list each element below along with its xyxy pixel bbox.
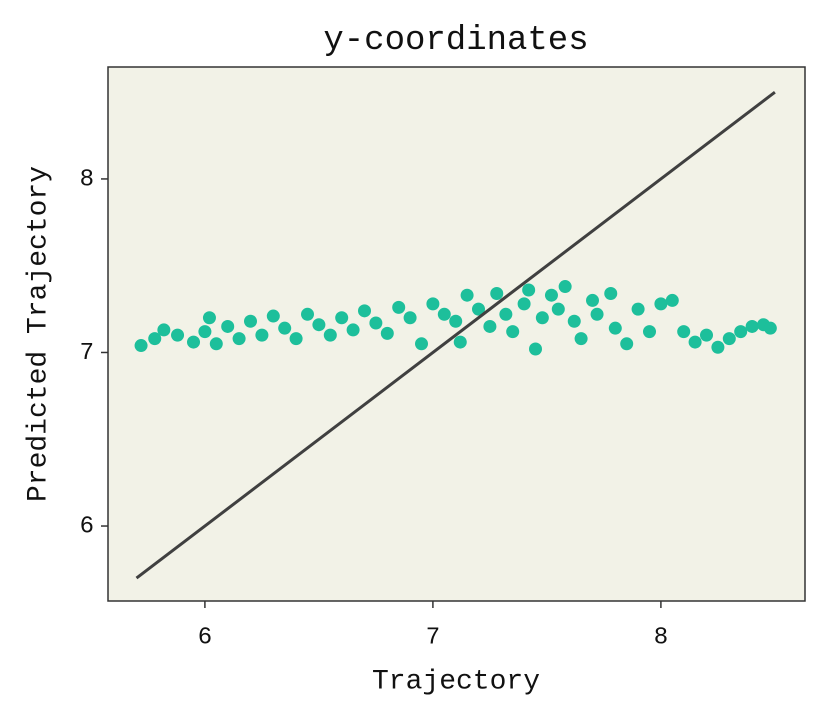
point xyxy=(590,307,604,321)
point xyxy=(460,288,474,302)
point xyxy=(604,286,618,300)
point xyxy=(426,297,440,311)
point xyxy=(221,319,235,333)
point xyxy=(551,302,565,316)
point xyxy=(472,302,486,316)
x-tick-label: 6 xyxy=(198,624,212,651)
point xyxy=(722,332,736,346)
point xyxy=(567,314,581,328)
point xyxy=(506,325,520,339)
y-axis-label: Predicted Trajectory xyxy=(23,166,54,502)
point xyxy=(711,340,725,354)
point xyxy=(335,311,349,325)
point xyxy=(574,332,588,346)
point xyxy=(688,335,702,349)
point xyxy=(499,307,513,321)
point xyxy=(608,321,622,335)
point xyxy=(134,339,148,353)
point xyxy=(301,307,315,321)
point xyxy=(255,328,269,342)
point xyxy=(403,311,417,325)
point xyxy=(558,280,572,294)
y-tick-label: 6 xyxy=(80,513,94,540)
point xyxy=(490,286,504,300)
point xyxy=(369,316,383,330)
point xyxy=(544,288,558,302)
point xyxy=(232,332,246,346)
point xyxy=(346,323,360,337)
point xyxy=(244,314,258,328)
x-tick-label: 8 xyxy=(654,624,668,651)
point xyxy=(529,342,543,356)
point xyxy=(392,300,406,314)
point xyxy=(415,337,429,351)
point xyxy=(700,328,714,342)
point xyxy=(209,337,223,351)
point xyxy=(380,326,394,340)
chart-title: y-coordinates xyxy=(323,22,588,60)
point xyxy=(187,335,201,349)
y-tick-label: 8 xyxy=(80,166,94,193)
point xyxy=(734,325,748,339)
point xyxy=(631,302,645,316)
point xyxy=(171,328,185,342)
point xyxy=(517,297,531,311)
point xyxy=(643,325,657,339)
point xyxy=(745,319,759,333)
plot-frame xyxy=(107,66,806,602)
point xyxy=(266,309,280,323)
point xyxy=(586,293,600,307)
point xyxy=(449,314,463,328)
y-tick-label: 7 xyxy=(80,340,94,367)
point xyxy=(198,325,212,339)
x-axis-label: Trajectory xyxy=(372,666,540,697)
point xyxy=(654,297,668,311)
point xyxy=(677,325,691,339)
line xyxy=(135,90,776,580)
point xyxy=(437,307,451,321)
point xyxy=(157,323,171,337)
point xyxy=(483,319,497,333)
point xyxy=(665,293,679,307)
point xyxy=(323,328,337,342)
point xyxy=(620,337,634,351)
point xyxy=(535,311,549,325)
point xyxy=(289,332,303,346)
point xyxy=(453,335,467,349)
point xyxy=(522,283,536,297)
point xyxy=(763,321,777,335)
point xyxy=(312,318,326,332)
point xyxy=(358,304,372,318)
point xyxy=(278,321,292,335)
point xyxy=(202,311,216,325)
point xyxy=(148,332,162,346)
x-tick-label: 7 xyxy=(426,624,440,651)
